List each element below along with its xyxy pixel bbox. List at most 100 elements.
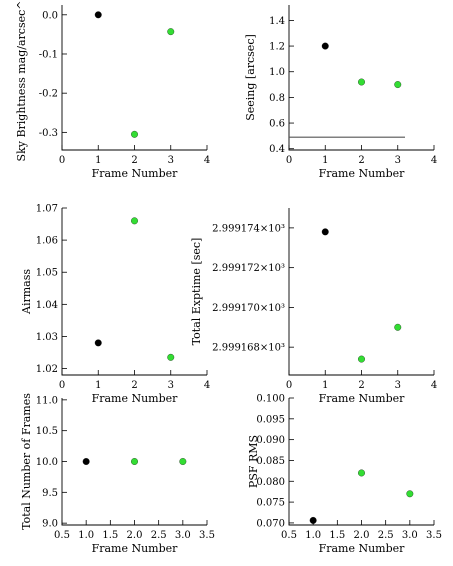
x-tick-label: 1 (95, 155, 101, 166)
x-tick-label: 1.5 (329, 530, 345, 541)
x-tick-label: 1.0 (78, 530, 94, 541)
x-axis-label: Frame Number (92, 167, 179, 180)
y-axis-label: Sky Brightness mag/arcsec^2 (15, 0, 28, 161)
x-tick-label: 1 (322, 380, 328, 391)
y-tick-label: 1.05 (36, 268, 58, 279)
y-tick-label: 9.5 (42, 488, 58, 499)
y-tick-label: 0.100 (256, 394, 285, 405)
x-tick-label: 1 (322, 155, 328, 166)
panel-5: 0.5 1.0 1.5 2.0 2.5 3.0 3.5 9.0 9.5 10.0 10.5 11.0 F… (20, 393, 215, 555)
axes (288, 398, 434, 526)
y-tick-label: 1.4 (269, 16, 285, 27)
x-tick-label: 3 (168, 155, 174, 166)
x-tick-label: 0.5 (281, 530, 297, 541)
y-tick-label: 0.075 (256, 498, 285, 509)
y-axis-label: Total Exptime [sec] (190, 238, 203, 346)
x-tick-label: 0.5 (54, 530, 70, 541)
y-tick-label: 11.0 (36, 395, 58, 406)
data-point (94, 339, 102, 347)
x-tick-label: 2.0 (127, 530, 143, 541)
y-tick-label: 0.080 (256, 477, 285, 488)
y-tick-label: 0.085 (256, 456, 285, 467)
x-tick-label: 4 (204, 155, 210, 166)
data-point (358, 355, 365, 363)
y-tick-label: 0.8 (269, 93, 285, 104)
x-tick-label: 0 (286, 155, 292, 166)
y-tick-label: 1.02 (36, 364, 58, 375)
panel-6: 0.5 1.0 1.5 2.0 2.5 3.0 3.5 0.070 0.075 0.080 0.08… (247, 394, 442, 556)
y-axis-label: Airmass (20, 269, 33, 315)
y-tick-label: 0.070 (256, 518, 285, 529)
y-tick-label: 2.999172×10³ (212, 263, 285, 274)
x-tick-label: 4 (431, 380, 437, 391)
x-axis-label: Frame Number (92, 542, 179, 555)
x-tick-label: 3 (168, 380, 174, 391)
x-tick-label: 2.0 (354, 530, 370, 541)
y-tick-label: 0.0 (42, 10, 58, 21)
data-point (406, 490, 414, 498)
y-tick-label: -0.1 (39, 49, 58, 60)
x-axis-label: Frame Number (319, 167, 406, 180)
x-tick-label: 1.5 (102, 530, 118, 541)
data-point (309, 516, 317, 524)
y-tick-label: 0.090 (256, 435, 285, 446)
data-point (179, 458, 187, 465)
y-tick-label: 0.4 (269, 144, 285, 155)
data-point (82, 458, 90, 465)
x-tick-label: 2 (131, 155, 137, 166)
data-point (94, 11, 102, 19)
x-tick-label: 2.5 (378, 530, 394, 541)
axes (288, 5, 434, 151)
x-tick-label: 3.0 (402, 530, 418, 541)
data-point (321, 42, 329, 50)
x-tick-label: 4 (431, 155, 437, 166)
x-tick-label: 3 (395, 380, 401, 391)
x-tick-label: 3.5 (199, 530, 215, 541)
y-tick-label: 1.04 (36, 300, 58, 311)
panel-4: 0 1 2 3 4 2.999168×10³ 2.999170×10³ 2.999172×10… (190, 208, 437, 405)
axes (288, 208, 434, 376)
y-tick-label: 1.03 (36, 332, 58, 343)
axes (61, 208, 207, 376)
data-point (167, 353, 175, 361)
x-tick-label: 3 (395, 155, 401, 166)
x-tick-label: 0 (286, 380, 292, 391)
data-point (394, 81, 402, 89)
x-tick-label: 1 (95, 380, 101, 391)
y-tick-label: 10.0 (36, 457, 58, 468)
y-axis-label: Total Number of Frames (20, 393, 33, 530)
x-axis-label: Frame Number (319, 392, 406, 405)
x-axis-label: Frame Number (319, 542, 406, 555)
y-tick-label: 1.06 (36, 236, 58, 247)
data-point (321, 228, 329, 236)
y-tick-label: 2.999168×10³ (212, 343, 285, 354)
data-point (131, 458, 138, 465)
x-tick-label: 3.5 (426, 530, 442, 541)
y-tick-label: 1.2 (269, 42, 285, 53)
y-tick-label: -0.2 (39, 89, 58, 100)
y-tick-label: 9.0 (42, 519, 58, 530)
y-axis-label: PSF RMS (247, 435, 260, 488)
y-tick-label: 10.5 (36, 426, 58, 437)
y-tick-label: 1.0 (269, 67, 285, 78)
x-tick-label: 0 (59, 155, 65, 166)
panel-2: 0 1 2 3 4 0.4 0.6 0.8 1.0 1.2 1.4 Frame Number Seein… (244, 5, 437, 180)
data-point (167, 28, 175, 36)
x-tick-label: 2.5 (151, 530, 167, 541)
panel-3: 0 1 2 3 4 1.02 1.03 1.04 1.05 1.06 1.07 Frame Numbe… (20, 204, 210, 406)
x-axis-label: Frame Number (92, 392, 179, 405)
data-point (131, 217, 138, 225)
data-point (358, 78, 365, 86)
y-tick-label: 1.07 (36, 204, 58, 215)
x-tick-label: 4 (204, 380, 210, 391)
y-tick-label: 0.6 (269, 119, 285, 130)
y-axis-label: Seeing [arcsec] (244, 34, 257, 121)
data-point (394, 323, 402, 331)
x-tick-label: 1.0 (305, 530, 321, 541)
panel-1: 0 1 2 3 4 0.0 -0.1 -0.2 -0.3 Frame Number Sky Brig… (15, 0, 210, 180)
x-tick-label: 3.0 (175, 530, 191, 541)
y-tick-label: -0.3 (39, 128, 58, 139)
axes (61, 5, 207, 151)
y-tick-label: 2.999174×10³ (212, 223, 285, 234)
